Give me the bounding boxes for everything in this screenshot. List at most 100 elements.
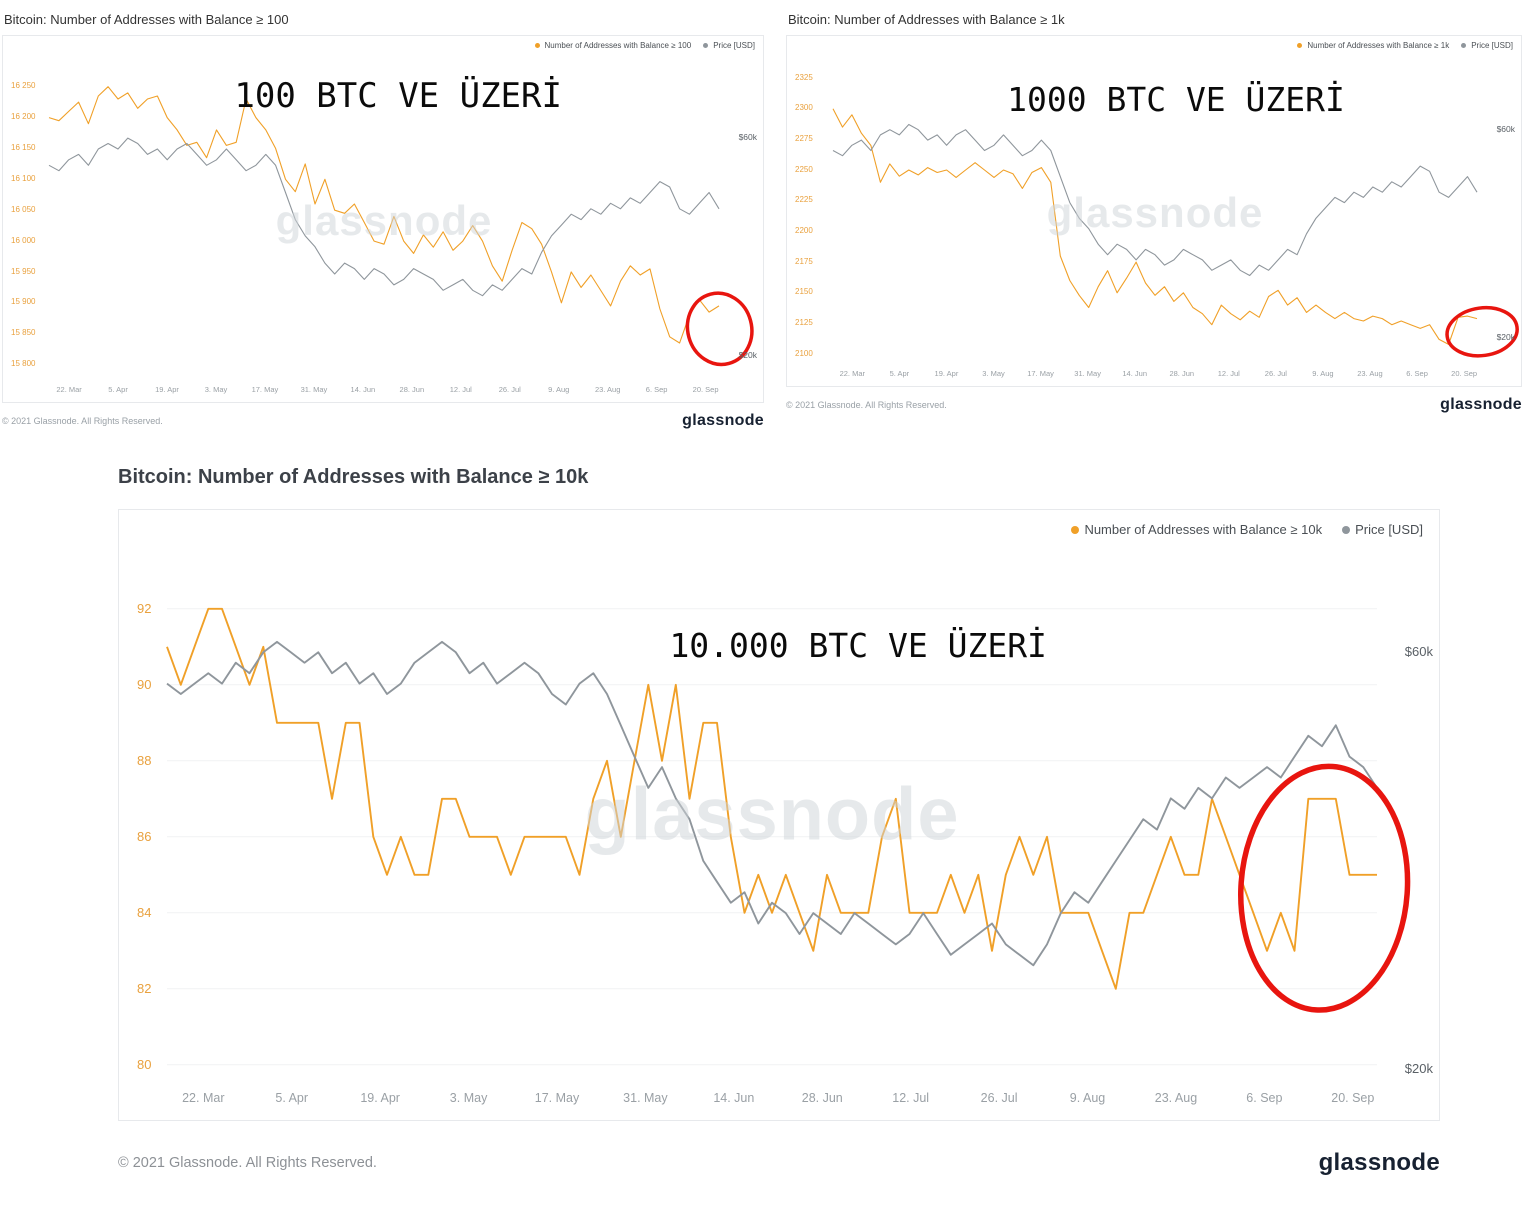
x-axis-tick: 23. Aug	[1154, 1091, 1198, 1105]
x-axis-tick: 28. Jun	[801, 1091, 843, 1105]
legend-item: Number of Addresses with Balance ≥ 10k	[1071, 522, 1322, 537]
x-axis-tick: 31. May	[623, 1091, 668, 1105]
legend: Number of Addresses with Balance ≥ 10k Pr…	[1071, 522, 1423, 537]
panel-balance-100: Bitcoin: Number of Addresses with Balanc…	[2, 12, 764, 430]
legend-item: Price [USD]	[1461, 41, 1513, 50]
x-axis-tick: 26. Jul	[1264, 369, 1287, 378]
x-axis-tick: 9. Aug	[1069, 1091, 1106, 1105]
y-axis-tick: 86	[137, 828, 152, 844]
x-axis-tick: 17. May	[251, 385, 279, 394]
chart-svg	[48, 86, 754, 367]
legend-label: Price [USD]	[1471, 41, 1513, 50]
legend-label: Number of Addresses with Balance ≥ 10k	[1084, 522, 1323, 537]
addresses-line	[166, 607, 1377, 990]
y-axis-tick: 2225	[795, 195, 813, 205]
legend-item: Price [USD]	[1342, 522, 1423, 537]
x-axis-tick: 23. Aug	[594, 385, 621, 394]
y-axis-tick: 88	[137, 752, 152, 768]
panel-footer: © 2021 Glassnode. All Rights Reserved. g…	[786, 396, 1522, 414]
y-axis-tick: 2300	[795, 103, 813, 113]
x-axis-tick: 9. Aug	[1312, 369, 1334, 378]
legend-label: Number of Addresses with Balance ≥ 1k	[1307, 41, 1450, 50]
x-axis-tick: 22. Mar	[56, 385, 82, 394]
legend-dot-price	[703, 43, 709, 48]
price-axis-label: $20k	[1404, 1061, 1433, 1077]
copyright-note: © 2021 Glassnode. All Rights Reserved.	[2, 416, 163, 426]
x-axis-tick: 6. Sep	[1246, 1091, 1283, 1105]
x-axis-tick: 20. Sep	[692, 385, 719, 394]
price-axis-label: $60k	[1404, 644, 1433, 660]
x-axis-tick: 22. Mar	[182, 1091, 225, 1105]
addresses-line	[48, 86, 720, 344]
chart-svg	[166, 607, 1411, 1066]
panel-footer: © 2021 Glassnode. All Rights Reserved. g…	[2, 412, 764, 430]
legend-dot-price	[1342, 525, 1351, 534]
red-circle-annotation	[685, 291, 754, 367]
y-axis-tick: 2125	[795, 318, 813, 328]
glassnode-wordmark: glassnode	[682, 412, 764, 429]
y-axis-tick: 15 800	[11, 359, 36, 369]
glassnode-wordmark: glassnode	[1318, 1149, 1440, 1176]
price-line	[832, 123, 1478, 277]
panel-footer: © 2021 Glassnode. All Rights Reserved. g…	[118, 1149, 1440, 1177]
legend: Number of Addresses with Balance ≥ 1k Pri…	[1297, 41, 1513, 50]
x-axis-tick: 26. Jul	[980, 1091, 1018, 1105]
y-axis-tick: 16 100	[11, 173, 36, 183]
x-axis-tick: 31. May	[300, 385, 328, 394]
x-axis-tick: 5. Apr	[889, 369, 910, 378]
x-axis-tick: 6. Sep	[1406, 369, 1428, 378]
red-circle-annotation	[1238, 763, 1411, 1013]
chart-svg	[832, 108, 1519, 358]
legend-dot-addresses	[1297, 43, 1303, 48]
y-axis-tick: 92	[137, 600, 152, 616]
btc-threshold-caption: 10.000 BTC VE ÜZERİ	[669, 626, 1047, 665]
x-axis-tick: 5. Apr	[275, 1091, 309, 1105]
price-line	[48, 137, 720, 297]
legend-label: Number of Addresses with Balance ≥ 100	[544, 41, 692, 50]
y-axis-tick: 84	[137, 904, 152, 920]
glassnode-wordmark: glassnode	[1440, 396, 1522, 413]
copyright-note: © 2021 Glassnode. All Rights Reserved.	[786, 400, 947, 410]
x-axis-tick: 12. Jul	[1217, 369, 1240, 378]
y-axis-tick: 15 850	[11, 328, 36, 338]
y-axis-tick: 80	[137, 1056, 152, 1072]
x-axis-tick: 19. Apr	[934, 369, 959, 378]
addresses-line	[832, 108, 1478, 345]
y-axis-tick: 2100	[795, 348, 813, 358]
y-axis-tick: 15 950	[11, 266, 36, 276]
x-axis-tick: 20. Sep	[1451, 369, 1478, 378]
panel-balance-10k: Bitcoin: Number of Addresses with Balanc…	[118, 466, 1440, 1177]
x-axis-tick: 28. Jun	[399, 385, 425, 394]
legend-item: Number of Addresses with Balance ≥ 1k	[1297, 41, 1449, 50]
y-axis-tick: 16 150	[11, 143, 36, 153]
x-axis-tick: 20. Sep	[1331, 1091, 1375, 1105]
legend-dot-addresses	[534, 43, 540, 48]
x-axis-tick: 17. May	[1027, 369, 1054, 378]
chart-title-balance-1k: Bitcoin: Number of Addresses with Balanc…	[788, 12, 1065, 27]
y-axis-tick: 2150	[795, 287, 813, 297]
x-axis-tick: 3. May	[449, 1091, 488, 1105]
x-axis-tick: 22. Mar	[839, 369, 866, 378]
x-axis-tick: 31. May	[1074, 369, 1101, 378]
legend-dot-price	[1461, 43, 1467, 48]
x-axis-tick: 28. Jun	[1169, 369, 1195, 378]
y-axis-tick: 2200	[795, 226, 813, 235]
legend-label: Price [USD]	[713, 41, 755, 50]
chart-area-balance-10k: glassnode 80 82 84 86 88 90 92 22. Mar 5. Apr 19. …	[118, 509, 1440, 1121]
x-axis-tick: 19. Apr	[360, 1091, 400, 1105]
x-axis-tick: 9. Aug	[548, 385, 570, 394]
y-axis-tick: 16 050	[11, 204, 36, 214]
legend: Number of Addresses with Balance ≥ 100 Pr…	[534, 41, 755, 50]
price-axis-label: $60k	[1496, 124, 1515, 134]
y-axis-tick: 15 900	[11, 297, 36, 307]
price-line	[166, 640, 1378, 967]
y-axis-tick: 2275	[795, 133, 813, 143]
legend-label: Price [USD]	[1355, 522, 1423, 537]
y-axis-tick: 2250	[795, 164, 813, 174]
legend-item: Price [USD]	[703, 41, 755, 50]
price-axis-label: $60k	[738, 132, 757, 143]
x-axis-tick: 17. May	[534, 1091, 580, 1105]
x-axis-tick: 14. Jun	[713, 1091, 755, 1105]
x-axis-tick: 12. Jul	[449, 385, 472, 394]
